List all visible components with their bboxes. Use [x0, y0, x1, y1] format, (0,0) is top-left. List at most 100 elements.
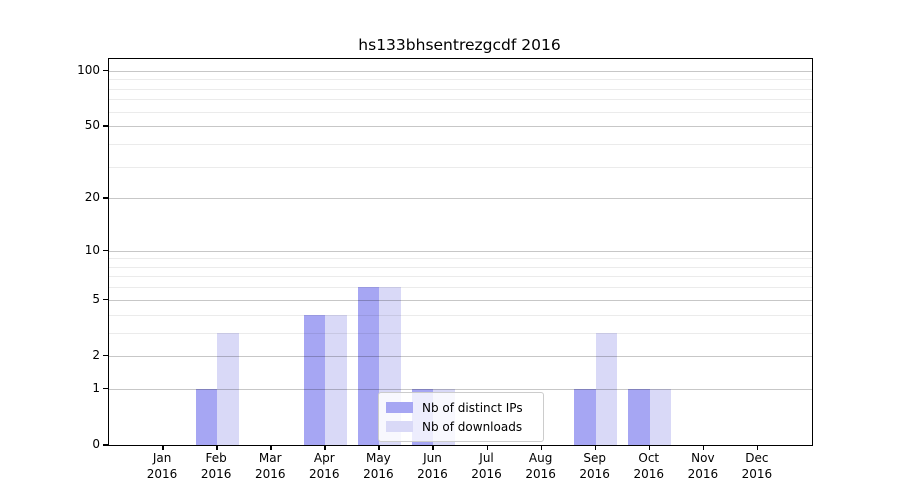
- y-tick-mark-50: [103, 125, 108, 127]
- x-tick-label-nov: Nov 2016: [671, 451, 735, 482]
- bar-feb-series0: [195, 388, 218, 445]
- x-tick-mark-jan: [162, 445, 164, 450]
- gridline-50: [109, 126, 812, 128]
- gridline-30: [109, 166, 812, 168]
- bar-may-series0: [357, 287, 380, 445]
- bar-feb-series1: [217, 332, 239, 445]
- x-tick-mark-dec: [756, 445, 759, 450]
- gridline-1: [109, 388, 812, 390]
- x-tick-year: 2016: [254, 466, 286, 481]
- legend-label-downloads: Nb of downloads: [422, 419, 523, 434]
- legend-item-distinct-ips: Nb of distinct IPs: [386, 398, 535, 417]
- y-tick-label-50: 50: [84, 118, 100, 133]
- gridline-20: [109, 198, 812, 200]
- legend-item-downloads: Nb of downloads: [386, 417, 535, 436]
- gridlines-layer: [109, 59, 812, 445]
- y-tick-mark-20: [103, 197, 108, 199]
- y-tick-label-1: 1: [92, 380, 100, 395]
- x-tick-month: Oct: [638, 451, 660, 465]
- gridline-9: [109, 258, 812, 260]
- gridline-90: [109, 79, 812, 81]
- x-tick-label-apr: Apr 2016: [292, 451, 356, 482]
- y-tick-label-10: 10: [84, 242, 100, 257]
- x-tick-label-oct: Oct 2016: [617, 451, 681, 482]
- gridline-80: [109, 88, 812, 90]
- x-tick-label-mar: Mar 2016: [238, 451, 302, 482]
- x-tick-year: 2016: [200, 466, 232, 481]
- bar-oct-series0: [628, 388, 650, 445]
- gridline-8: [109, 266, 812, 268]
- x-tick-label-sep: Sep 2016: [563, 451, 627, 482]
- x-tick-year: 2016: [309, 466, 340, 481]
- gridline-4: [109, 314, 812, 316]
- x-tick-mark-mar: [270, 445, 272, 450]
- gridline-60: [109, 111, 812, 113]
- x-tick-year: 2016: [471, 466, 502, 481]
- y-tick-mark-5: [103, 298, 108, 301]
- x-tick-month: Apr: [313, 451, 335, 465]
- bar-apr-series0: [303, 314, 326, 445]
- gridline-2: [109, 355, 812, 357]
- x-tick-mark-jul: [486, 445, 489, 450]
- x-tick-mark-may: [378, 445, 380, 450]
- gridline-6: [109, 287, 812, 289]
- gridline-40: [109, 143, 812, 145]
- y-tick-mark-100: [103, 69, 108, 72]
- y-tick-mark-0: [103, 444, 108, 446]
- x-tick-label-aug: Aug 2016: [509, 451, 573, 482]
- gridline-7: [109, 276, 812, 278]
- x-tick-mark-feb: [216, 445, 218, 450]
- y-tick-label-20: 20: [84, 190, 100, 205]
- x-tick-year: 2016: [146, 466, 178, 481]
- bar-apr-series1: [325, 314, 347, 445]
- x-tick-month: Nov: [691, 451, 715, 465]
- y-tick-label-0: 0: [92, 437, 100, 451]
- x-tick-label-may: May 2016: [346, 451, 410, 482]
- x-tick-month: Sep: [583, 451, 606, 465]
- x-tick-year: 2016: [687, 466, 719, 481]
- x-tick-year: 2016: [741, 466, 773, 481]
- x-tick-month: May: [365, 451, 391, 465]
- gridline-10: [109, 250, 812, 252]
- y-tick-label-2: 2: [92, 347, 100, 362]
- x-tick-mark-oct: [648, 445, 651, 450]
- x-tick-year: 2016: [363, 466, 394, 481]
- y-tick-label-100: 100: [77, 62, 100, 77]
- x-tick-label-feb: Feb 2016: [184, 451, 248, 482]
- x-tick-month: Jun: [423, 451, 442, 465]
- legend-label-distinct-ips: Nb of distinct IPs: [422, 400, 523, 415]
- gridline-3: [109, 332, 812, 334]
- x-tick-year: 2016: [633, 466, 665, 481]
- x-tick-month: Jan: [152, 451, 172, 465]
- x-tick-mark-apr: [324, 445, 326, 450]
- x-tick-year: 2016: [579, 466, 610, 481]
- x-tick-label-jul: Jul 2016: [455, 451, 519, 482]
- y-tick-mark-1: [103, 387, 108, 390]
- x-tick-month: Feb: [205, 451, 227, 465]
- x-tick-label-dec: Dec 2016: [725, 451, 789, 482]
- x-tick-mark-sep: [594, 445, 597, 450]
- y-tick-mark-2: [103, 354, 108, 357]
- x-tick-label-jun: Jun 2016: [400, 451, 464, 482]
- legend-swatch-distinct-ips-icon: [386, 402, 413, 413]
- x-tick-month: Jul: [479, 451, 494, 465]
- x-tick-year: 2016: [525, 466, 556, 481]
- x-tick-month: Mar: [258, 451, 282, 465]
- legend: Nb of distinct IPs Nb of downloads: [378, 392, 544, 442]
- x-tick-year: 2016: [417, 466, 448, 481]
- legend-swatch-downloads-icon: [386, 421, 413, 432]
- x-tick-mark-jun: [432, 445, 434, 450]
- gridline-100: [109, 70, 812, 72]
- chart-title: hs133bhsentrezgcdf 2016: [358, 36, 561, 54]
- x-tick-label-jan: Jan 2016: [130, 451, 194, 482]
- x-tick-month: Dec: [745, 451, 769, 465]
- x-tick-mark-nov: [702, 445, 705, 450]
- y-tick-label-5: 5: [92, 291, 100, 306]
- plot-area: Nb of distinct IPs Nb of downloads: [108, 58, 813, 446]
- bar-sep-series1: [595, 332, 618, 445]
- y-tick-mark-10: [103, 249, 108, 252]
- x-tick-month: Aug: [528, 451, 553, 465]
- x-tick-mark-aug: [540, 445, 543, 450]
- gridline-5: [109, 299, 812, 301]
